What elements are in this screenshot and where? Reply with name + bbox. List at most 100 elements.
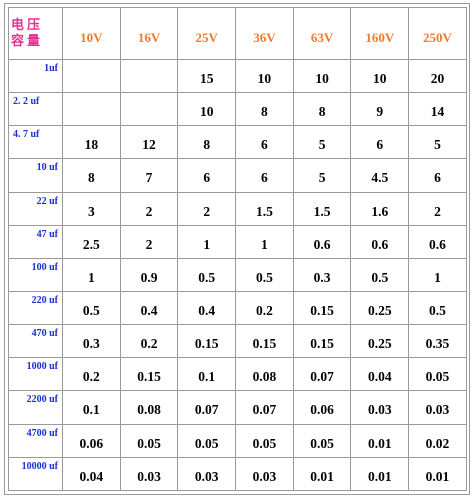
value-cell: 7	[119, 158, 179, 193]
value-cell: 0.4	[119, 290, 179, 326]
voltage-axis-label: 电压	[11, 17, 44, 33]
value-cell: 0.03	[235, 456, 294, 492]
value-cell: 0.07	[235, 390, 294, 425]
value-cell: 0.25	[350, 290, 410, 326]
value-cell: 0.35	[408, 324, 467, 359]
value-cell: 10	[235, 58, 294, 94]
value-cell: 0.06	[292, 390, 352, 425]
value-cell: 15	[177, 58, 237, 94]
table-row: 1000 uf 0.2 0.15 0.1 0.08 0.07 0.04 0.05	[8, 357, 467, 392]
value-cell	[119, 58, 179, 94]
value-cell: 0.01	[408, 456, 467, 492]
value-cell: 0.01	[350, 456, 410, 492]
value-cell: 0.4	[177, 290, 237, 326]
value-cell: 0.15	[292, 290, 352, 326]
voltage-header: 16V	[119, 7, 179, 60]
capacity-label: 4. 7 uf	[8, 125, 63, 160]
voltage-header: 36V	[235, 7, 294, 60]
table-row: 10000 uf 0.04 0.03 0.03 0.03 0.01 0.01 0.01	[8, 456, 467, 492]
capacity-label: 10 uf	[8, 158, 63, 193]
value-cell: 0.1	[62, 390, 121, 425]
value-cell: 0.5	[408, 290, 467, 326]
value-cell: 0.1	[177, 357, 237, 392]
value-cell: 8	[235, 92, 294, 127]
value-cell: 0.03	[350, 390, 410, 425]
value-cell: 0.05	[408, 357, 467, 392]
value-cell: 0.06	[62, 423, 121, 458]
value-cell: 0.15	[177, 324, 237, 359]
capacity-label: 4700 uf	[8, 423, 63, 458]
corner-header-cell: 电压 容量	[8, 7, 63, 60]
table-row: 4700 uf 0.06 0.05 0.05 0.05 0.05 0.01 0.02	[8, 423, 467, 458]
header-row: 电压 容量 10V 16V 25V 36V 63V 160V 250V	[8, 7, 467, 60]
capacity-label: 220 uf	[8, 290, 63, 326]
value-cell: 0.07	[292, 357, 352, 392]
capacitor-table: 电压 容量 10V 16V 25V 36V 63V 160V 250V 1uf 1…	[8, 7, 467, 492]
voltage-header: 10V	[62, 7, 121, 60]
value-cell: 0.15	[292, 324, 352, 359]
value-cell: 3	[62, 191, 121, 226]
capacity-label: 2. 2 uf	[8, 92, 63, 127]
value-cell: 6	[235, 125, 294, 160]
value-cell: 9	[350, 92, 410, 127]
value-cell: 0.01	[292, 456, 352, 492]
value-cell: 0.03	[177, 456, 237, 492]
value-cell: 0.2	[62, 357, 121, 392]
value-cell: 0.5	[62, 290, 121, 326]
value-cell: 0.04	[350, 357, 410, 392]
value-cell: 0.05	[292, 423, 352, 458]
voltage-header: 25V	[177, 7, 237, 60]
value-cell: 8	[62, 158, 121, 193]
table-row: 1uf 15 10 10 10 20	[8, 58, 467, 94]
table-row: 220 uf 0.5 0.4 0.4 0.2 0.15 0.25 0.5	[8, 290, 467, 326]
value-cell	[62, 58, 121, 94]
value-cell: 2	[119, 191, 179, 226]
value-cell: 0.05	[119, 423, 179, 458]
value-cell: 0.15	[119, 357, 179, 392]
value-cell: 10	[292, 58, 352, 94]
value-cell: 0.03	[408, 390, 467, 425]
value-cell: 0.9	[119, 257, 179, 292]
table-body: 1uf 15 10 10 10 20 2. 2 uf 10 8 8 9 14 4. 7 uf 18 12 8 6…	[8, 58, 467, 492]
value-cell: 18	[62, 125, 121, 160]
value-cell: 0.3	[62, 324, 121, 359]
table-row: 22 uf 3 2 2 1.5 1.5 1.6 2	[8, 191, 467, 226]
value-cell	[119, 92, 179, 127]
table-row: 10 uf 8 7 6 6 5 4.5 6	[8, 158, 467, 193]
value-cell: 0.6	[350, 224, 410, 259]
table-row: 4. 7 uf 18 12 8 6 5 6 5	[8, 125, 467, 160]
capacity-label: 1uf	[8, 58, 63, 94]
table-row: 100 uf 1 0.9 0.5 0.5 0.3 0.5 1	[8, 257, 467, 292]
capacity-label: 2200 uf	[8, 390, 63, 425]
value-cell: 0.5	[235, 257, 294, 292]
voltage-header: 160V	[350, 7, 410, 60]
value-cell: 6	[408, 158, 467, 193]
value-cell: 10	[177, 92, 237, 127]
voltage-header: 250V	[408, 7, 467, 60]
value-cell: 0.3	[292, 257, 352, 292]
value-cell: 1	[177, 224, 237, 259]
value-cell: 0.03	[119, 456, 179, 492]
value-cell: 0.04	[62, 456, 121, 492]
value-cell: 10	[350, 58, 410, 94]
value-cell: 5	[408, 125, 467, 160]
value-cell: 1	[408, 257, 467, 292]
capacity-label: 22 uf	[8, 191, 63, 226]
value-cell	[62, 92, 121, 127]
value-cell: 8	[177, 125, 237, 160]
value-cell: 6	[177, 158, 237, 193]
table-row: 47 uf 2.5 2 1 1 0.6 0.6 0.6	[8, 224, 467, 259]
value-cell: 0.07	[177, 390, 237, 425]
value-cell: 5	[292, 158, 352, 193]
value-cell: 0.01	[350, 423, 410, 458]
capacity-axis-label: 容量	[11, 33, 44, 49]
value-cell: 2.5	[62, 224, 121, 259]
value-cell: 8	[292, 92, 352, 127]
value-cell: 0.08	[119, 390, 179, 425]
table-row: 2200 uf 0.1 0.08 0.07 0.07 0.06 0.03 0.03	[8, 390, 467, 425]
capacity-label: 47 uf	[8, 224, 63, 259]
value-cell: 0.2	[235, 290, 294, 326]
value-cell: 0.2	[119, 324, 179, 359]
value-cell: 2	[177, 191, 237, 226]
table-frame: 电压 容量 10V 16V 25V 36V 63V 160V 250V 1uf 1…	[4, 3, 470, 495]
